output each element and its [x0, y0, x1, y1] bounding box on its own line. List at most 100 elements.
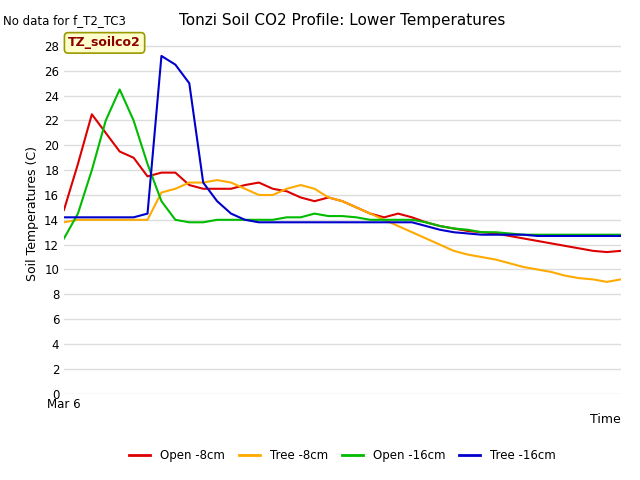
- Tree -8cm: [339, 198, 346, 204]
- Legend: Open -8cm, Tree -8cm, Open -16cm, Tree -16cm: Open -8cm, Tree -8cm, Open -16cm, Tree -…: [124, 444, 561, 467]
- Tree -8cm: [506, 260, 513, 266]
- Tree -16cm: [213, 198, 221, 204]
- Open -16cm: [520, 232, 527, 238]
- Open -8cm: [269, 186, 276, 192]
- Open -8cm: [324, 194, 332, 200]
- Tree -16cm: [269, 219, 276, 225]
- Open -16cm: [88, 167, 96, 173]
- Tree -8cm: [561, 273, 569, 278]
- Tree -16cm: [547, 233, 555, 239]
- Text: TZ_soilco2: TZ_soilco2: [68, 36, 141, 49]
- Tree -8cm: [186, 180, 193, 185]
- Tree -8cm: [547, 269, 555, 275]
- Open -16cm: [324, 213, 332, 219]
- Open -8cm: [492, 230, 499, 236]
- Open -16cm: [60, 236, 68, 241]
- Tree -8cm: [353, 204, 360, 210]
- Open -8cm: [102, 130, 109, 136]
- Open -8cm: [534, 238, 541, 244]
- Open -16cm: [339, 213, 346, 219]
- Tree -16cm: [200, 180, 207, 185]
- Tree -8cm: [534, 266, 541, 272]
- Open -8cm: [589, 248, 597, 254]
- Title: Tonzi Soil CO2 Profile: Lower Temperatures: Tonzi Soil CO2 Profile: Lower Temperatur…: [179, 13, 506, 28]
- Open -16cm: [589, 232, 597, 238]
- Open -8cm: [311, 198, 319, 204]
- Open -16cm: [102, 118, 109, 123]
- Tree -16cm: [227, 211, 235, 216]
- Open -8cm: [380, 215, 388, 220]
- Tree -8cm: [575, 275, 583, 281]
- Tree -16cm: [311, 219, 319, 225]
- Open -16cm: [492, 229, 499, 235]
- Tree -8cm: [102, 217, 109, 223]
- Open -8cm: [130, 155, 138, 161]
- Open -16cm: [116, 86, 124, 92]
- Tree -8cm: [492, 257, 499, 263]
- Open -8cm: [575, 245, 583, 251]
- Open -8cm: [172, 170, 179, 176]
- Tree -8cm: [394, 223, 402, 229]
- Open -16cm: [157, 198, 165, 204]
- Tree -8cm: [311, 186, 319, 192]
- Tree -16cm: [143, 211, 151, 216]
- Tree -16cm: [255, 219, 263, 225]
- Tree -16cm: [450, 229, 458, 235]
- Tree -16cm: [394, 219, 402, 225]
- Open -16cm: [283, 215, 291, 220]
- Line: Tree -16cm: Tree -16cm: [64, 56, 621, 236]
- Open -16cm: [464, 227, 472, 233]
- Tree -16cm: [116, 215, 124, 220]
- Open -8cm: [60, 207, 68, 213]
- Open -16cm: [561, 232, 569, 238]
- Open -8cm: [422, 219, 430, 225]
- Open -16cm: [213, 217, 221, 223]
- Open -16cm: [450, 226, 458, 231]
- Open -8cm: [241, 182, 249, 188]
- Tree -16cm: [520, 232, 527, 238]
- Tree -8cm: [603, 279, 611, 285]
- Tree -16cm: [492, 232, 499, 238]
- Open -8cm: [408, 215, 416, 220]
- Tree -8cm: [464, 252, 472, 257]
- Tree -8cm: [408, 229, 416, 235]
- Tree -16cm: [60, 215, 68, 220]
- Tree -16cm: [603, 233, 611, 239]
- Open -8cm: [617, 248, 625, 254]
- Open -16cm: [186, 219, 193, 225]
- Tree -16cm: [561, 233, 569, 239]
- Tree -8cm: [366, 211, 374, 216]
- Open -8cm: [450, 226, 458, 231]
- Tree -16cm: [589, 233, 597, 239]
- Open -8cm: [547, 240, 555, 246]
- Tree -16cm: [422, 223, 430, 229]
- Open -8cm: [506, 233, 513, 239]
- Open -16cm: [366, 217, 374, 223]
- Y-axis label: Soil Temperatures (C): Soil Temperatures (C): [26, 146, 38, 281]
- Tree -8cm: [269, 192, 276, 198]
- Tree -8cm: [422, 236, 430, 241]
- Tree -8cm: [88, 217, 96, 223]
- Tree -16cm: [436, 227, 444, 233]
- Open -16cm: [436, 223, 444, 229]
- Open -8cm: [74, 161, 82, 167]
- Tree -16cm: [408, 219, 416, 225]
- Tree -8cm: [450, 248, 458, 254]
- Open -16cm: [227, 217, 235, 223]
- Open -16cm: [477, 229, 486, 235]
- Tree -16cm: [534, 233, 541, 239]
- Open -16cm: [394, 217, 402, 223]
- Open -8cm: [561, 243, 569, 249]
- Tree -8cm: [436, 242, 444, 248]
- Open -16cm: [172, 217, 179, 223]
- Line: Open -8cm: Open -8cm: [64, 114, 621, 252]
- Tree -8cm: [477, 254, 486, 260]
- Open -16cm: [353, 215, 360, 220]
- Tree -16cm: [477, 232, 486, 238]
- Tree -16cm: [366, 219, 374, 225]
- Tree -8cm: [520, 264, 527, 270]
- Tree -8cm: [617, 276, 625, 282]
- Tree -16cm: [324, 219, 332, 225]
- Open -8cm: [213, 186, 221, 192]
- Open -16cm: [200, 219, 207, 225]
